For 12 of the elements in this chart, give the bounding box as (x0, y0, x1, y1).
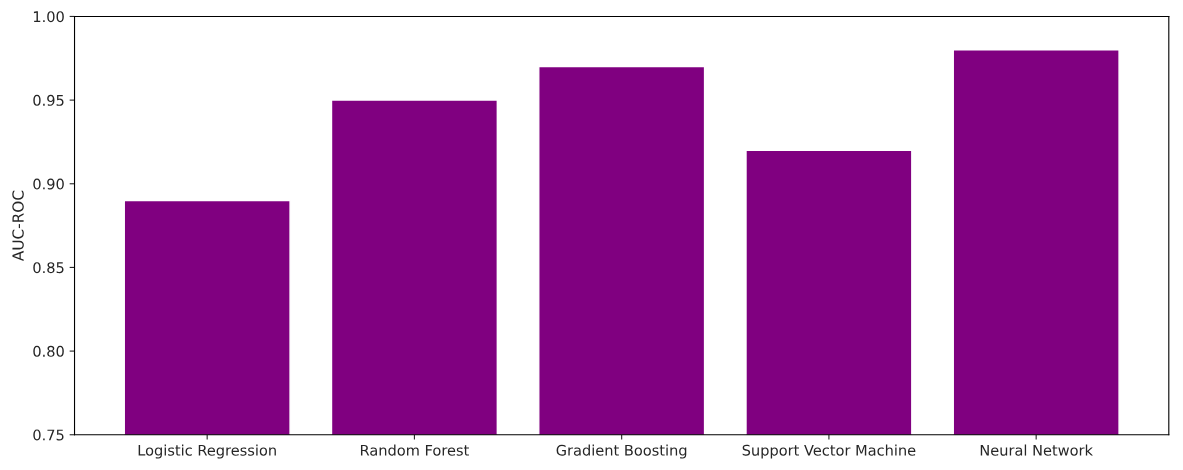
x-tick-label: Random Forest (360, 444, 469, 456)
x-tick-label: Support Vector Machine (742, 444, 916, 459)
y-tick-label: 1.00 (33, 11, 64, 23)
x-tick-label: Logistic Regression (138, 444, 276, 459)
y-tick-label: 0.90 (33, 178, 64, 190)
y-tick-label: 0.75 (33, 429, 64, 441)
y-tick-label: 0.95 (33, 94, 64, 106)
y-tick-label: 0.85 (33, 262, 64, 274)
x-tick-label: Neural Network (980, 444, 1093, 456)
y-axis-title: AUC-ROC (12, 190, 24, 262)
x-tick-label: Gradient Boosting (556, 444, 687, 459)
y-tick-label: 0.80 (33, 345, 64, 357)
